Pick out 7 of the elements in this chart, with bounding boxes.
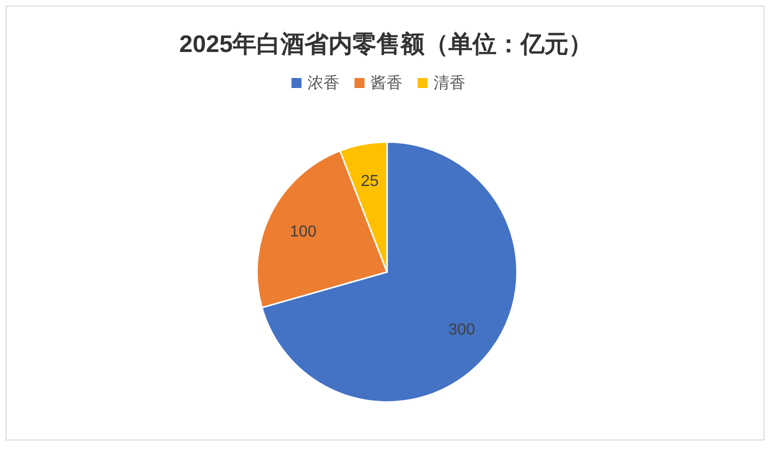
data-label: 25 <box>360 172 379 190</box>
data-label: 300 <box>448 321 476 338</box>
legend-label: 酱香 <box>370 74 402 92</box>
chart-title: 2025年白酒省内零售额（单位：亿元） <box>179 31 593 58</box>
legend-label: 浓香 <box>308 74 340 92</box>
legend-label: 清香 <box>434 74 466 92</box>
data-label: 100 <box>290 223 317 240</box>
